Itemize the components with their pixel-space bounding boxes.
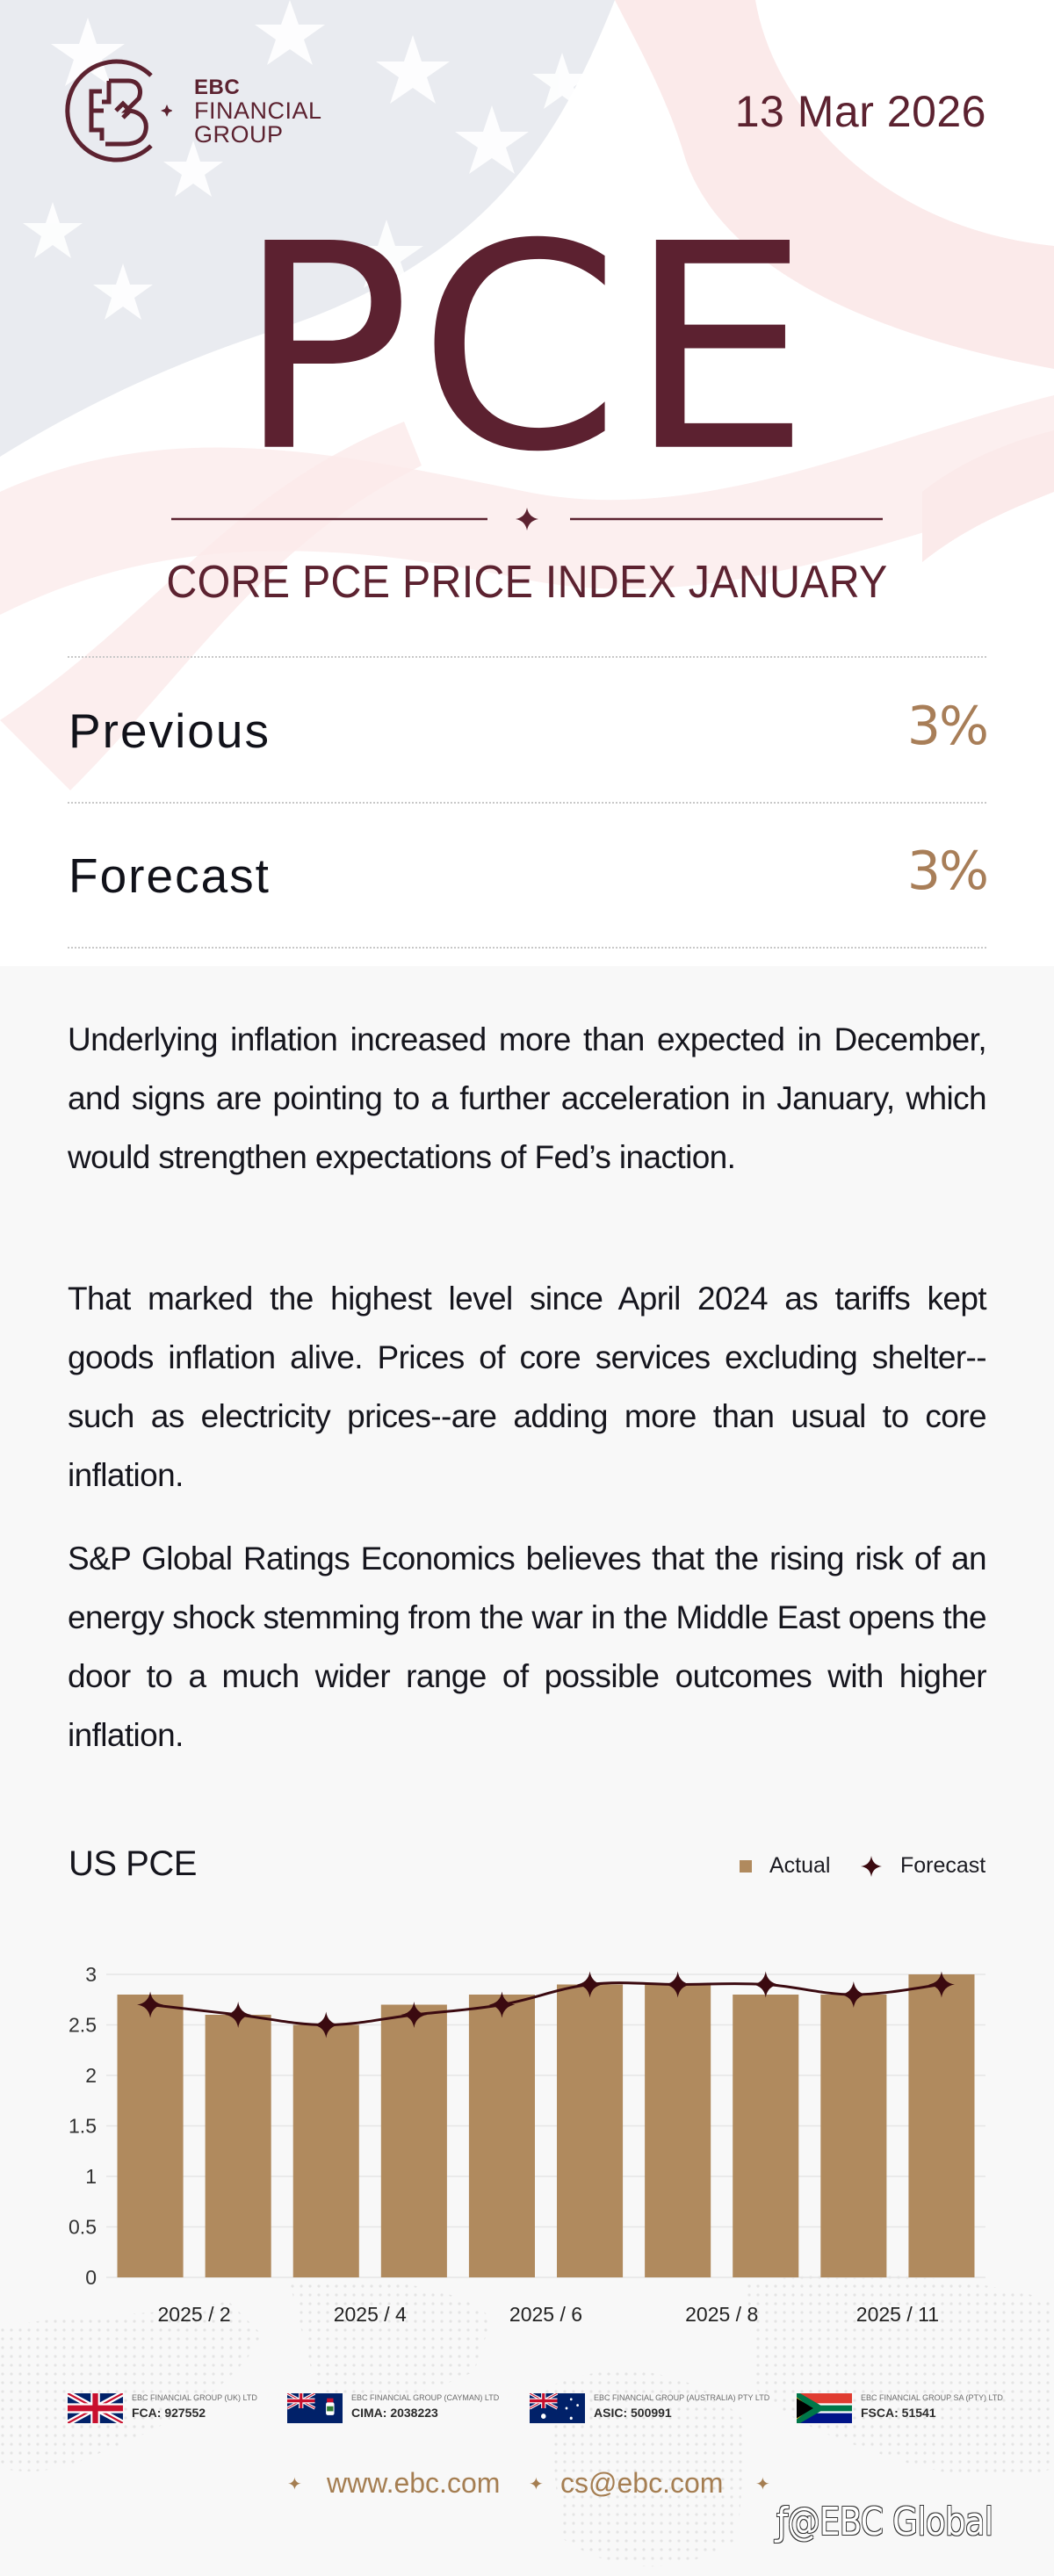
x-tick-label: 2025 / 4 xyxy=(334,2303,407,2326)
ebc-logo: EBC FINANCIAL GROUP xyxy=(63,56,353,165)
title-divider xyxy=(171,508,883,530)
regulator-entity: EBC FINANCIAL GROUP SA (PTY) LTD xyxy=(861,2393,1003,2402)
sparkle-icon xyxy=(516,508,538,530)
stat-value-previous: 3% xyxy=(906,696,989,757)
regulator-license: CIMA: 2038223 xyxy=(351,2406,438,2420)
y-tick-label: 2 xyxy=(85,2064,97,2087)
sparkle-icon: ✦ xyxy=(529,2475,544,2494)
cayman-flag-icon xyxy=(287,2393,343,2423)
report-date: 13 Mar 2026 xyxy=(734,87,986,136)
forecast-line xyxy=(149,1981,942,2027)
platform-logo-icon: ƒ xyxy=(776,2500,788,2544)
regulator-license: FCA: 927552 xyxy=(132,2406,206,2420)
bar-actual xyxy=(468,1995,535,2277)
forecast-marker xyxy=(664,1971,691,1998)
y-tick-label: 1.5 xyxy=(69,2115,97,2138)
divider xyxy=(68,656,986,658)
australia-flag-icon xyxy=(530,2393,585,2423)
y-tick-label: 1 xyxy=(85,2165,97,2188)
divider xyxy=(68,947,986,949)
stat-label-forecast: Forecast xyxy=(69,848,271,903)
ebc-monogram-icon xyxy=(65,59,172,162)
stat-value-forecast: 3% xyxy=(906,841,989,902)
brand-line-2: FINANCIAL xyxy=(194,97,322,124)
y-tick-label: 0 xyxy=(85,2266,97,2289)
sparkle-icon: ✦ xyxy=(755,2475,770,2494)
y-tick-label: 2.5 xyxy=(69,2014,97,2037)
bar-actual xyxy=(380,2004,447,2277)
bar-actual xyxy=(908,1974,975,2277)
email-link[interactable]: cs@ebc.com xyxy=(560,2467,724,2499)
x-tick-label: 2025 / 2 xyxy=(158,2303,231,2326)
regulator-entity: EBC FINANCIAL GROUP (UK) LTD xyxy=(132,2393,257,2402)
forecast-marker xyxy=(928,1971,955,1998)
y-tick-label: 0.5 xyxy=(69,2216,97,2239)
brand-name: EBC FINANCIAL GROUP xyxy=(194,76,322,147)
brand-line-3: GROUP xyxy=(194,121,284,148)
paragraph-3: S&P Global Ratings Economics believes th… xyxy=(68,1541,987,1753)
forecast-marker xyxy=(137,1991,164,2018)
forecast-marker xyxy=(225,2002,252,2028)
x-tick-label: 2025 / 6 xyxy=(509,2303,582,2326)
forecast-marker xyxy=(401,2002,428,2028)
bar-actual xyxy=(820,1995,887,2277)
world-map-dots xyxy=(0,2274,1054,2567)
legend-forecast-star-icon xyxy=(861,1856,882,1877)
regulator-entity: EBC FINANCIAL GROUP (CAYMAN) LTD xyxy=(351,2393,500,2402)
uk-flag-icon xyxy=(68,2393,123,2423)
page-subtitle: CORE PCE PRICE INDEX JANUARY xyxy=(166,557,888,608)
forecast-marker xyxy=(488,1991,516,2018)
bar-actual xyxy=(557,1984,624,2277)
watermark-handle: @EBC Global xyxy=(787,2500,993,2544)
regulator-entity: EBC FINANCIAL GROUP (AUSTRALIA) PTY LTD xyxy=(594,2393,770,2402)
y-tick-label: 3 xyxy=(85,1963,97,1986)
brand-line-1: EBC xyxy=(194,76,241,99)
social-watermark: ƒ@EBC Global xyxy=(776,2500,993,2544)
sparkle-icon: ✦ xyxy=(287,2475,302,2494)
bar-actual xyxy=(645,1984,711,2277)
stat-label-previous: Previous xyxy=(69,704,271,758)
website-link[interactable]: www.ebc.com xyxy=(327,2467,501,2499)
x-tick-label: 2025 / 8 xyxy=(685,2303,758,2326)
paragraph-1: Underlying inflation increased more than… xyxy=(68,1021,987,1175)
bar-actual xyxy=(733,1995,799,2277)
forecast-marker xyxy=(313,2011,340,2038)
south-africa-flag-icon xyxy=(797,2393,852,2423)
us-flag-background xyxy=(0,0,1054,966)
divider xyxy=(68,802,986,804)
bar-actual xyxy=(292,2024,359,2277)
legend-forecast-label: Forecast xyxy=(900,1853,986,1878)
paragraph-2: That marked the highest level since Apri… xyxy=(68,1281,987,1493)
bar-actual xyxy=(117,1995,184,2277)
forecast-marker xyxy=(840,1981,867,2008)
legend-actual-label: Actual xyxy=(769,1853,831,1878)
regulator-license: FSCA: 51541 xyxy=(861,2406,936,2420)
regulator-license: ASIC: 500991 xyxy=(594,2406,672,2420)
us-pce-chart: 0 0.5 1 1.5 2 2.5 3 2025 / 2 2025 / 4 2025 / 6 20… xyxy=(69,1963,985,2326)
forecast-marker xyxy=(752,1971,779,1998)
bar-actual xyxy=(205,2015,271,2277)
chart-title: US PCE xyxy=(69,1844,197,1883)
x-tick-label: 2025 / 11 xyxy=(856,2303,939,2326)
legend-actual-swatch xyxy=(740,1860,752,1872)
forecast-marker xyxy=(576,1971,603,1998)
page-title: PCE xyxy=(236,183,818,515)
